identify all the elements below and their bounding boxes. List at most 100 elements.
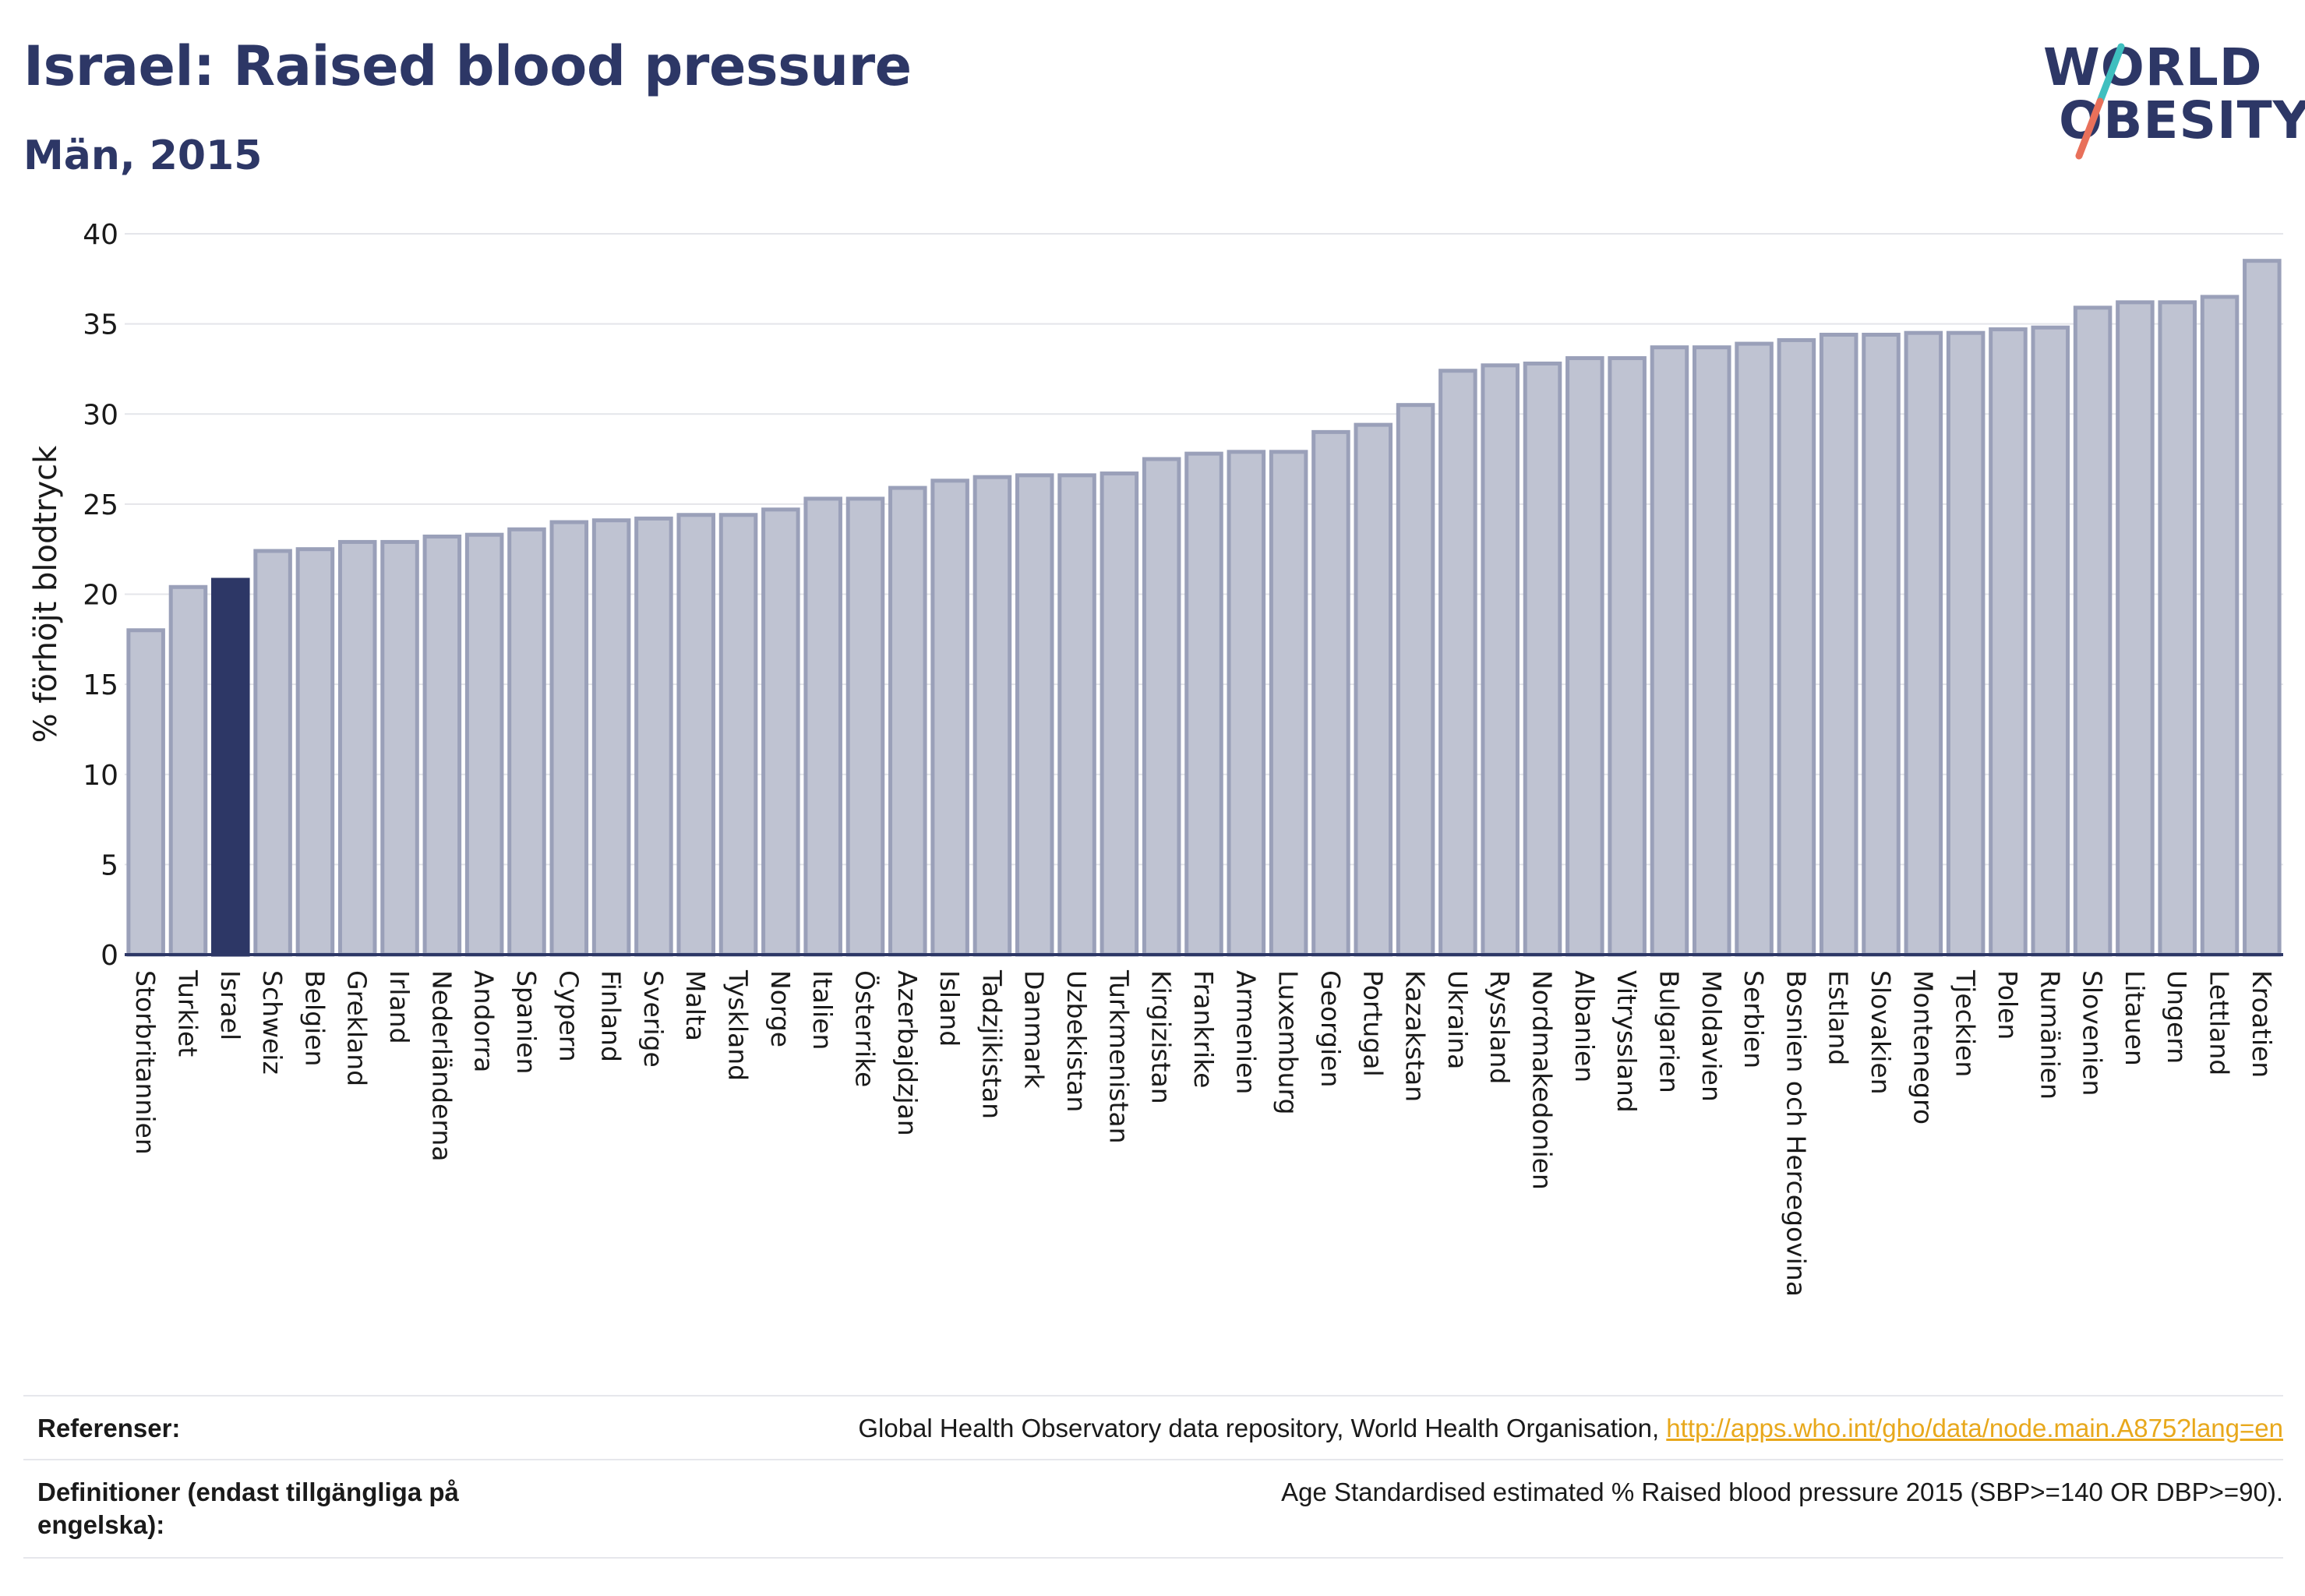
references-value: Global Health Observatory data repositor… [858, 1412, 2283, 1445]
x-tick-label: Slovenien [2077, 970, 2108, 1096]
bar-finland [591, 518, 631, 957]
x-tick-label: Ukraina [1442, 970, 1473, 1069]
bar-vitryssland [1608, 356, 1647, 957]
bar-georgien [1311, 429, 1350, 957]
references-row: Referenser: Global Health Observatory da… [23, 1395, 2283, 1460]
x-tick-label: Slovakien [1866, 970, 1896, 1095]
logo-line-1: WORLD [2043, 37, 2263, 97]
bar-portugal [1354, 422, 1393, 957]
bar-tadzjikistan [972, 475, 1012, 957]
x-tick-label: Tjeckien [1950, 969, 1981, 1077]
bar-tjeckien [1946, 330, 1986, 957]
x-tick-label: Kroatien [2247, 970, 2277, 1078]
x-tick-label: Österrike [849, 970, 881, 1087]
bar-slovenien [2073, 305, 2113, 957]
x-tick-label: Belgien [299, 970, 330, 1066]
x-tick-label: Ryssland [1484, 970, 1515, 1084]
bar-uzbekistan [1057, 473, 1096, 957]
bar-spanien [507, 527, 546, 957]
bar-luxemburg [1269, 450, 1308, 957]
x-tick-label: Armenien [1230, 970, 1261, 1094]
x-tick-label: Estland [1823, 970, 1854, 1065]
x-tick-label: Polen [1993, 970, 2023, 1040]
x-tick-label: Litauen [2120, 970, 2150, 1066]
bar-schweiz [253, 549, 292, 957]
x-tick-label: Rumänien [2035, 970, 2065, 1100]
bar-belgien [295, 547, 335, 957]
bar-azerbajdzjan [888, 486, 927, 957]
bar-storbritannien [126, 628, 165, 957]
x-tick-label: Norge [765, 970, 796, 1047]
x-tick-label: Grekland [342, 970, 372, 1086]
x-tick-label: Tadzjikistan [976, 969, 1007, 1119]
bar-israel [211, 577, 250, 957]
bar-kroatien [2243, 259, 2282, 957]
y-tick-label: 20 [83, 580, 118, 612]
x-tick-label: Portugal [1357, 970, 1388, 1077]
bar-tyskland [718, 513, 758, 957]
x-tick-label: Turkiet [172, 969, 203, 1057]
bar-irland [380, 539, 419, 957]
bar-norge [761, 507, 800, 957]
x-tick-labels: Storbritannien Turkiet Israel Schweiz Belgie… [130, 969, 2277, 1297]
x-tick-label: Sverige [638, 970, 669, 1068]
x-tick-label: Bosnien och Hercegovina [1781, 970, 1811, 1297]
y-tick-label: 10 [83, 760, 118, 792]
bar-nederländerna [422, 535, 462, 957]
x-tick-label: Nordmakedonien [1527, 970, 1558, 1190]
chart-subtitle: Män, 2015 [23, 132, 263, 179]
y-tick-label: 35 [83, 309, 118, 341]
bar-island [930, 478, 969, 957]
bar-rumänien [2031, 325, 2070, 957]
x-tick-label: Montenegro [1908, 970, 1938, 1125]
bar-grekland [337, 539, 377, 957]
x-tick-label: Turkmenistan [1103, 969, 1134, 1144]
x-tick-label: Azerbajdzjan [892, 970, 923, 1136]
bar-litauen [2116, 300, 2155, 957]
x-tick-label: Nederländerna [426, 970, 457, 1162]
x-tick-label: Uzbekistan [1061, 970, 1092, 1112]
definitions-value: Age Standardised estimated % Raised bloo… [1281, 1478, 2283, 1506]
y-tick-label: 40 [83, 219, 118, 251]
footer-bottom-rule [23, 1557, 2283, 1559]
x-tick-label: Bulgarien [1654, 970, 1684, 1093]
bar-armenien [1227, 450, 1266, 957]
y-tick-label: 15 [83, 669, 118, 701]
x-tick-label: Luxemburg [1273, 970, 1304, 1114]
x-tick-label: Schweiz [257, 970, 288, 1075]
bar-serbien [1735, 341, 1774, 957]
bar-sverige [634, 516, 673, 957]
bar-estland [1819, 333, 1858, 957]
bar-nordmakedonien [1523, 362, 1562, 957]
x-tick-label: Albanien [1569, 970, 1600, 1082]
y-tick-label: 0 [101, 940, 118, 972]
logo-slash-icon [2075, 43, 2125, 160]
bar-turkiet [168, 584, 208, 957]
bar-montenegro [1904, 330, 1943, 957]
x-tick-label: Andorra [469, 970, 499, 1072]
bar-italien [803, 496, 842, 957]
chart-title: Israel: Raised blood pressure [23, 34, 912, 98]
x-tick-label: Spanien [511, 970, 542, 1074]
y-tick-label: 5 [101, 849, 118, 881]
x-tick-label: Danmark [1019, 970, 1050, 1089]
bar-ungern [2158, 300, 2197, 957]
x-tick-label: Kirgizistan [1146, 970, 1177, 1104]
bars [126, 259, 2282, 957]
y-tick-label: 25 [83, 489, 118, 521]
bar-albanien [1565, 356, 1604, 957]
y-axis-label: % förhöjt blodtryck [28, 445, 64, 743]
x-tick-label: Vitryssland [1611, 970, 1642, 1113]
bar-slovakien [1862, 333, 1901, 957]
x-tick-label: Kazakstan [1400, 970, 1431, 1102]
x-tick-label: Tyskland [723, 969, 754, 1081]
bar-ukraina [1438, 369, 1477, 957]
x-tick-label: Ungern [2162, 970, 2192, 1064]
bar-cypern [549, 520, 589, 957]
definitions-label: Definitioner (endast tillgängliga på eng… [37, 1478, 459, 1539]
x-tick-label: Moldavien [1696, 970, 1727, 1102]
references-link[interactable]: http://apps.who.int/gho/data/node.main.A… [1666, 1414, 2283, 1442]
definitions-row: Definitioner (endast tillgängliga på eng… [23, 1459, 2283, 1559]
bar-österrike [845, 496, 885, 957]
bar-lettland [2200, 295, 2240, 957]
